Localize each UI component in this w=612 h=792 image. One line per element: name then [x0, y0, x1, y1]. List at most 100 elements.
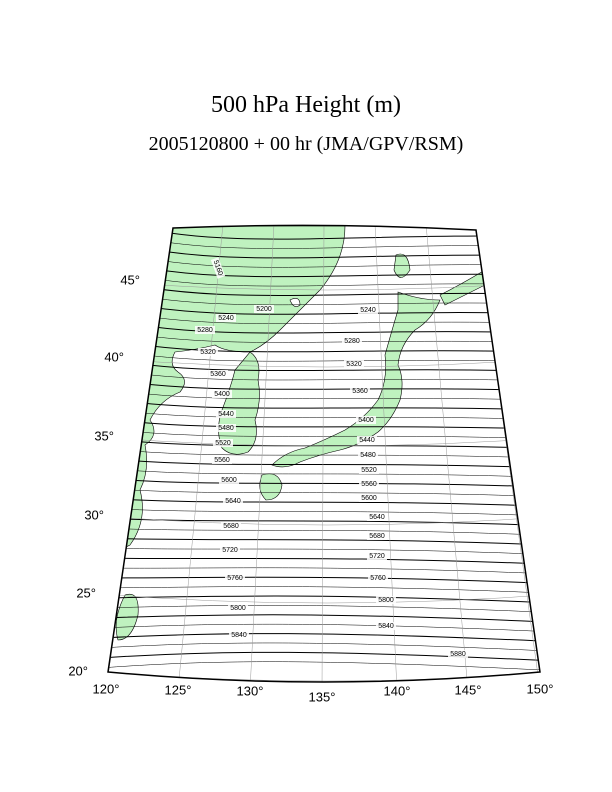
contour-line — [108, 417, 540, 431]
contour-label-bg — [219, 476, 239, 484]
contour-label: 5760 — [370, 575, 386, 582]
map-frame — [107, 224, 541, 683]
meridian — [177, 225, 224, 682]
contour-label: 5720 — [369, 553, 385, 560]
latitude-label: 20° — [68, 663, 88, 678]
contour-line — [108, 517, 540, 527]
contour-label: 5640 — [225, 498, 241, 505]
contour-label-bg — [195, 326, 215, 334]
longitude-label: 145° — [455, 682, 482, 697]
map-title: 500 hPa Height (m) — [211, 92, 401, 118]
contour-line — [108, 633, 540, 643]
contour-label: 5240 — [218, 315, 234, 322]
contour-label: 5840 — [231, 632, 247, 639]
contour-label: 5680 — [223, 523, 239, 530]
contour-line — [108, 595, 540, 604]
longitude-label: 130° — [237, 683, 264, 698]
contour-line — [108, 467, 540, 479]
meridian — [321, 225, 325, 682]
contour-line — [108, 586, 540, 594]
contour-line — [108, 605, 540, 614]
contours — [108, 225, 540, 672]
contour-label-bg — [367, 513, 387, 521]
contour-line — [108, 527, 540, 536]
contour-label-bg — [350, 387, 370, 395]
land-kyushu — [259, 473, 283, 501]
longitude-label: 140° — [384, 683, 411, 698]
contour-label-bg — [208, 370, 228, 378]
latitude-label: 35° — [94, 428, 114, 443]
contour-label: 5480 — [218, 425, 234, 432]
contour-label-bg — [359, 466, 379, 474]
contour-line — [108, 487, 540, 498]
contour-label-bg — [367, 532, 387, 540]
contour-label: 5880 — [450, 651, 466, 658]
contour-line — [108, 642, 540, 652]
map-area — [108, 225, 540, 682]
contour-label-bg — [358, 451, 378, 459]
contour-label-bg — [220, 546, 240, 554]
latitude-label: 25° — [76, 585, 96, 600]
contour-label: 5760 — [227, 575, 243, 582]
contour-line — [108, 623, 540, 633]
contour-label: 5360 — [352, 388, 368, 395]
contour-label-bg — [376, 596, 396, 604]
contour-label: 5720 — [222, 547, 238, 554]
contour-label-bg — [359, 494, 379, 502]
longitude-label: 150° — [527, 681, 554, 696]
contour-line — [108, 457, 540, 469]
contour-label: 5400 — [214, 391, 230, 398]
contour-label-bg — [344, 360, 364, 368]
meridian — [425, 225, 469, 682]
contour-label: 5840 — [378, 623, 394, 630]
contour-line — [108, 614, 540, 624]
contour-label: 5520 — [215, 440, 231, 447]
contour-line — [108, 576, 540, 585]
contour-label: 5320 — [346, 361, 362, 368]
contour-line — [108, 537, 540, 546]
longitude-label: 135° — [309, 689, 336, 704]
contour-label-bg — [212, 456, 232, 464]
contour-label-bg — [342, 337, 362, 345]
parallel — [108, 515, 540, 526]
contour-label-bg — [198, 348, 218, 356]
contour-label: 5600 — [221, 477, 237, 484]
contour-label: 5560 — [214, 457, 230, 464]
meridian — [249, 225, 275, 682]
contour-label-bg — [216, 410, 236, 418]
contour-label: 5560 — [361, 481, 377, 488]
contour-line — [108, 447, 540, 459]
contour-line — [108, 477, 540, 488]
contour-line — [108, 497, 540, 508]
contour-line — [108, 567, 540, 575]
contour-label: 5440 — [359, 437, 375, 444]
contour-label-bg — [221, 522, 241, 530]
contour-label-bg — [357, 436, 377, 444]
longitude-label: 120° — [93, 681, 120, 696]
land-japan — [271, 291, 441, 468]
contour-label-bg — [358, 306, 378, 314]
contour-label: 5440 — [218, 411, 234, 418]
contour-label-bg — [368, 574, 388, 582]
contour-label-bg — [213, 439, 233, 447]
contour-label: 5240 — [360, 307, 376, 314]
contour-label-bg — [448, 650, 468, 658]
contour-label: 5280 — [197, 327, 213, 334]
contour-label-bg — [229, 631, 249, 639]
contour-label-bg — [367, 552, 387, 560]
contour-label-bg — [210, 257, 226, 279]
contour-label: 5400 — [358, 417, 374, 424]
contour-line — [108, 557, 540, 566]
parallel — [108, 436, 540, 447]
contour-line — [108, 507, 540, 517]
contour-label-bg — [356, 416, 376, 424]
contour-label-bg — [212, 390, 232, 398]
longitude-label: 125° — [165, 682, 192, 697]
contour-label-bg — [376, 622, 396, 630]
latitude-label: 45° — [120, 272, 140, 287]
latitude-label: 30° — [84, 507, 104, 522]
contour-label-bg — [228, 604, 248, 612]
contour-line — [108, 427, 540, 440]
